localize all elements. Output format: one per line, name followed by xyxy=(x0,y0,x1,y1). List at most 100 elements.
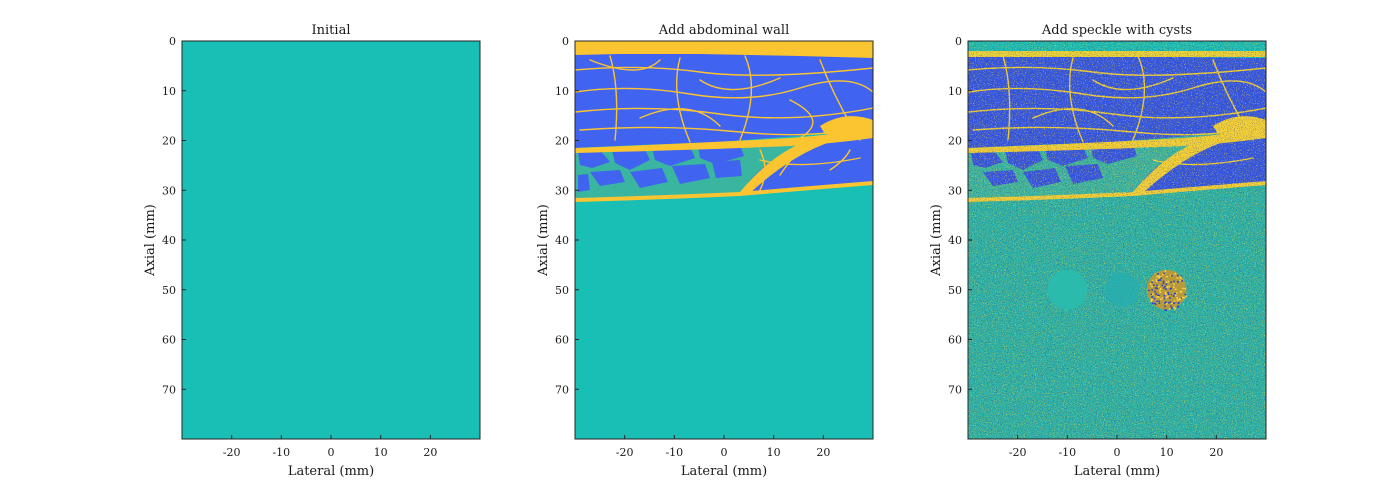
cyst-speckle xyxy=(1184,288,1186,290)
panel-title: Add abdominal wall xyxy=(658,23,789,38)
cyst-speckle xyxy=(1166,281,1168,283)
cyst-speckle xyxy=(1163,287,1165,289)
cyst-speckle xyxy=(1180,280,1182,282)
cyst-speckle xyxy=(1152,293,1154,295)
cyst-speckle xyxy=(1170,288,1172,290)
y-tick-label: 30 xyxy=(555,184,569,197)
cyst-speckle xyxy=(1166,297,1168,299)
x-tick-label: -20 xyxy=(223,446,241,459)
cyst-speckle xyxy=(1177,281,1179,283)
cyst-anechoic xyxy=(1047,270,1087,310)
y-tick-label: 70 xyxy=(555,383,569,396)
y-tick-label: 0 xyxy=(169,35,176,48)
y-tick-label: 20 xyxy=(948,135,962,148)
x-tick-label: -10 xyxy=(665,446,683,459)
cyst-speckle xyxy=(1176,297,1178,299)
cyst-speckle xyxy=(1151,281,1153,283)
cyst-speckle xyxy=(1156,300,1158,302)
cyst-speckle xyxy=(1175,295,1177,297)
cyst-speckle xyxy=(1151,286,1153,288)
panel-add-abdominal-wall: Add abdominal wall xyxy=(536,23,873,479)
cyst-speckle xyxy=(1160,291,1162,293)
y-tick-label: 70 xyxy=(948,383,962,396)
image-area xyxy=(182,41,480,439)
x-axis-label: Lateral (mm) xyxy=(288,464,374,479)
cyst-speckle xyxy=(1158,277,1160,279)
cyst-speckle xyxy=(1180,276,1182,278)
cyst-speckle xyxy=(1163,281,1165,283)
cyst-speckle xyxy=(1163,282,1165,284)
cyst-speckle xyxy=(1173,295,1175,297)
y-tick-label: 0 xyxy=(955,35,962,48)
cyst-speckle xyxy=(1168,281,1170,283)
x-tick-label: -10 xyxy=(272,446,290,459)
y-tick-label: 30 xyxy=(948,184,962,197)
panel-title: Initial xyxy=(312,23,351,38)
cyst-speckle xyxy=(1151,289,1153,291)
panel-title: Add speckle with cysts xyxy=(1041,23,1192,38)
cyst-speckle xyxy=(1156,296,1158,298)
cyst-speckle xyxy=(1156,276,1158,278)
y-axis-label: Axial (mm) xyxy=(536,204,551,277)
cyst-speckle xyxy=(1166,286,1168,288)
y-axis-label: Axial (mm) xyxy=(143,204,158,277)
y-axis-label: Axial (mm) xyxy=(929,204,944,277)
cyst-speckle xyxy=(1181,280,1183,282)
cyst-speckle xyxy=(1154,291,1156,293)
cyst-speckle xyxy=(1157,273,1159,275)
y-tick-label: 20 xyxy=(162,135,176,148)
cyst-speckle xyxy=(1160,299,1162,301)
speckle-dark xyxy=(968,41,1266,439)
x-tick-label: -10 xyxy=(1058,446,1076,459)
cyst-speckle xyxy=(1173,287,1175,289)
cyst-speckle xyxy=(1173,302,1175,304)
cyst-speckle xyxy=(1183,297,1185,299)
y-tick-label: 60 xyxy=(162,334,176,347)
cyst-speckle xyxy=(1182,288,1184,290)
cyst-speckle xyxy=(1173,281,1175,283)
x-tick-label: 20 xyxy=(1209,446,1223,459)
cyst-speckle xyxy=(1171,307,1173,309)
cyst-speckle xyxy=(1174,300,1176,302)
cyst-speckle xyxy=(1173,293,1175,295)
panel-add-speckle-with-cysts: Add speckle with cysts xyxy=(929,23,1266,479)
cyst-speckle xyxy=(1158,301,1160,303)
cyst-speckle xyxy=(1180,298,1182,300)
cyst-speckle xyxy=(1170,281,1172,283)
cyst-speckle xyxy=(1163,298,1165,300)
cyst-speckle xyxy=(1169,308,1171,310)
y-tick-label: 10 xyxy=(948,85,962,98)
cyst-speckle xyxy=(1164,286,1166,288)
cyst-speckle xyxy=(1182,297,1184,299)
x-tick-label: 10 xyxy=(767,446,781,459)
cyst-speckle xyxy=(1168,302,1170,304)
cyst-speckle xyxy=(1174,273,1176,275)
cyst-speckle xyxy=(1185,296,1187,298)
y-tick-label: 0 xyxy=(562,35,569,48)
cyst-speckle xyxy=(1165,270,1167,272)
x-tick-label: 20 xyxy=(816,446,830,459)
cyst-speckle xyxy=(1150,283,1152,285)
cyst-speckle xyxy=(1178,300,1180,302)
image-area xyxy=(575,41,873,439)
cyst-speckle xyxy=(1178,303,1180,305)
y-tick-label: 40 xyxy=(555,234,569,247)
y-tick-label: 70 xyxy=(162,383,176,396)
image-area xyxy=(968,41,1266,439)
y-tick-label: 10 xyxy=(162,85,176,98)
y-tick-label: 20 xyxy=(555,135,569,148)
background-tissue-region xyxy=(182,41,480,439)
cyst-speckle xyxy=(1151,299,1153,301)
cyst-speckle xyxy=(1154,302,1156,304)
cyst-speckle xyxy=(1177,275,1179,277)
cyst-speckle xyxy=(1167,292,1169,294)
cyst-speckle xyxy=(1171,302,1173,304)
cyst-speckle xyxy=(1184,294,1186,296)
cyst-speckle xyxy=(1171,294,1173,296)
y-tick-label: 10 xyxy=(555,85,569,98)
cyst-speckle xyxy=(1151,294,1153,296)
y-tick-label: 60 xyxy=(555,334,569,347)
cyst-speckle xyxy=(1175,289,1177,291)
cyst-speckle xyxy=(1152,302,1154,304)
